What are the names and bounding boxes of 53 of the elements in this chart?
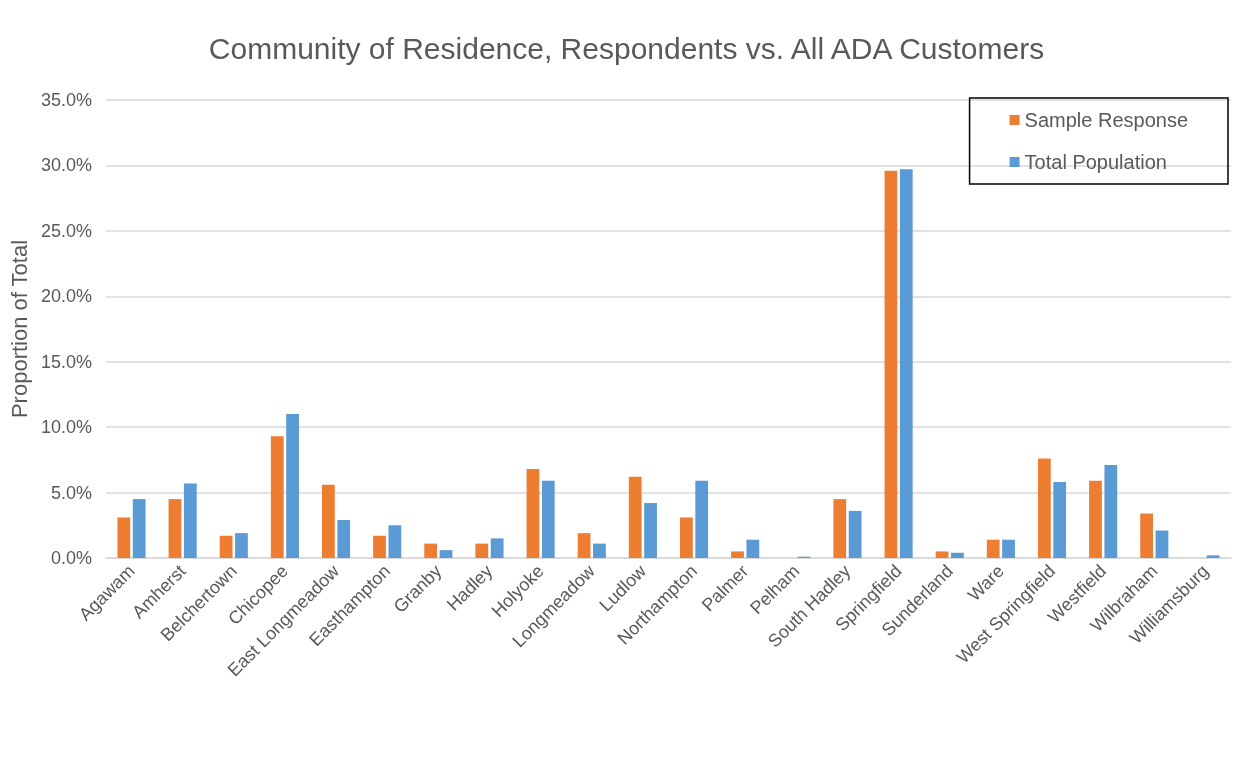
legend-label: Sample Response (1024, 109, 1189, 131)
legend-label: Total Population (1024, 151, 1167, 173)
bar (986, 539, 1000, 558)
bar (1104, 465, 1118, 558)
bar (577, 533, 591, 558)
bar (679, 517, 693, 558)
bar (848, 510, 862, 558)
y-tick-label: 30.0% (40, 155, 92, 176)
bar (541, 480, 555, 558)
y-tick-label: 35.0% (40, 90, 92, 110)
bar (593, 543, 606, 558)
chart-title: Community of Residence, Respondents vs. All ADA Customers (208, 31, 1045, 65)
y-tick-label: 10.0% (40, 417, 92, 438)
bar (1140, 513, 1154, 558)
bar (1089, 480, 1102, 558)
bar (695, 480, 709, 558)
bar (935, 551, 949, 558)
bar (644, 503, 657, 558)
bar (168, 499, 182, 558)
bar (899, 169, 913, 558)
bar (117, 517, 131, 558)
y-tick-label: 25.0% (40, 220, 92, 241)
y-axis-title: Proportion of Total (6, 239, 32, 419)
bar (388, 525, 402, 558)
bar (1037, 458, 1051, 558)
bar (490, 538, 504, 558)
bar (235, 533, 248, 558)
bar (475, 543, 489, 558)
bar (439, 550, 453, 558)
bar (424, 543, 438, 558)
bar (833, 499, 847, 558)
y-tick-label: 5.0% (50, 482, 92, 503)
bar (526, 469, 540, 558)
bar (1155, 530, 1169, 558)
bar (337, 520, 351, 558)
bar (746, 539, 760, 558)
y-tick-label: 20.0% (40, 286, 92, 307)
bar (1206, 555, 1220, 558)
y-tick-label: 15.0% (40, 351, 92, 372)
bar (731, 551, 744, 558)
bar (884, 170, 898, 558)
bar (286, 414, 299, 558)
y-tick-label: 0.0% (50, 548, 92, 568)
bar (183, 483, 197, 558)
bar (270, 436, 284, 558)
bar (628, 476, 642, 558)
bar (322, 484, 335, 558)
bar (1002, 539, 1015, 558)
bar (373, 535, 386, 558)
bar (219, 535, 233, 558)
bar (1053, 482, 1067, 558)
bar (132, 499, 146, 558)
bar (951, 552, 964, 558)
